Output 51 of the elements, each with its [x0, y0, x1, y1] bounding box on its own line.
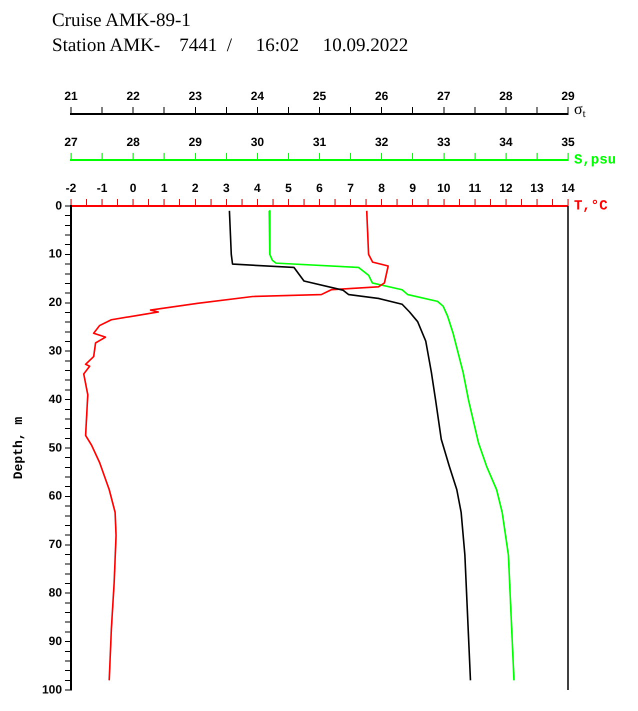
- y-tick-label: 100: [42, 682, 62, 696]
- x-tick-label: 10: [437, 181, 451, 196]
- x-tick-label: -2: [66, 181, 77, 196]
- y-tick-label: 20: [48, 295, 62, 310]
- x-tick-label: 3: [222, 181, 230, 196]
- y-axis-title: Depth, m: [11, 416, 26, 480]
- x-tick-label: -1: [96, 181, 108, 196]
- x2-tick-label: 31: [312, 135, 326, 150]
- x-tick-label: 0: [130, 181, 137, 196]
- x-tick-label: 28: [499, 89, 513, 104]
- x-tick-label: 27: [437, 89, 451, 104]
- y-tick-label: 70: [48, 537, 62, 552]
- x2-tick-label: 27: [64, 135, 78, 150]
- x-tick-label: 7: [347, 181, 354, 196]
- x-axis-title: T,°C: [574, 198, 608, 215]
- x-tick-label: 2: [192, 181, 199, 196]
- chart-title: Cruise AMK-89-1: [52, 9, 192, 33]
- x-tick-label: 23: [188, 89, 202, 104]
- x-tick-label: 9: [409, 181, 416, 196]
- x-tick-label: 5: [285, 181, 292, 196]
- x-tick-label: 22: [126, 89, 140, 104]
- x-tick-label: 12: [499, 181, 513, 196]
- x2-tick-label: 29: [188, 135, 202, 150]
- y-tick-label: 60: [48, 488, 62, 503]
- x-tick-label: 29: [561, 89, 575, 104]
- x2-axis-title: S,psu: [574, 152, 616, 169]
- x-tick-label: 21: [64, 89, 78, 104]
- x-tick-label: 13: [530, 181, 544, 196]
- x-tick-label: 24: [250, 89, 264, 104]
- x-tick-label: 8: [378, 181, 386, 196]
- y-tick-label: 80: [48, 586, 62, 600]
- x2-tick-label: 34: [499, 135, 513, 150]
- x-tick-label: 14: [561, 181, 575, 196]
- chart-subtitle: Station AMK- 7441 / 16:02 10.09.2022: [52, 34, 410, 58]
- y-tick-label: 10: [48, 246, 62, 261]
- y-tick-label: 30: [48, 344, 62, 358]
- x-tick-label: 11: [468, 181, 482, 196]
- x2-tick-label: 33: [437, 135, 451, 150]
- x-tick-label: 6: [316, 181, 324, 196]
- x2-tick-label: 35: [561, 135, 575, 150]
- x2-tick-label: 30: [250, 135, 264, 150]
- y-tick-label: 40: [48, 392, 62, 406]
- x-tick-label: 25: [312, 89, 326, 104]
- x2-tick-label: 32: [374, 135, 389, 150]
- y-tick-label: 50: [48, 440, 62, 454]
- x-tick-label: 26: [374, 89, 389, 104]
- x-tick-label: 1: [160, 181, 168, 196]
- x-tick-label: 4: [254, 181, 262, 196]
- x2-tick-label: 28: [126, 135, 140, 150]
- y-tick-label: 0: [55, 198, 62, 212]
- y-tick-label: 90: [48, 634, 62, 648]
